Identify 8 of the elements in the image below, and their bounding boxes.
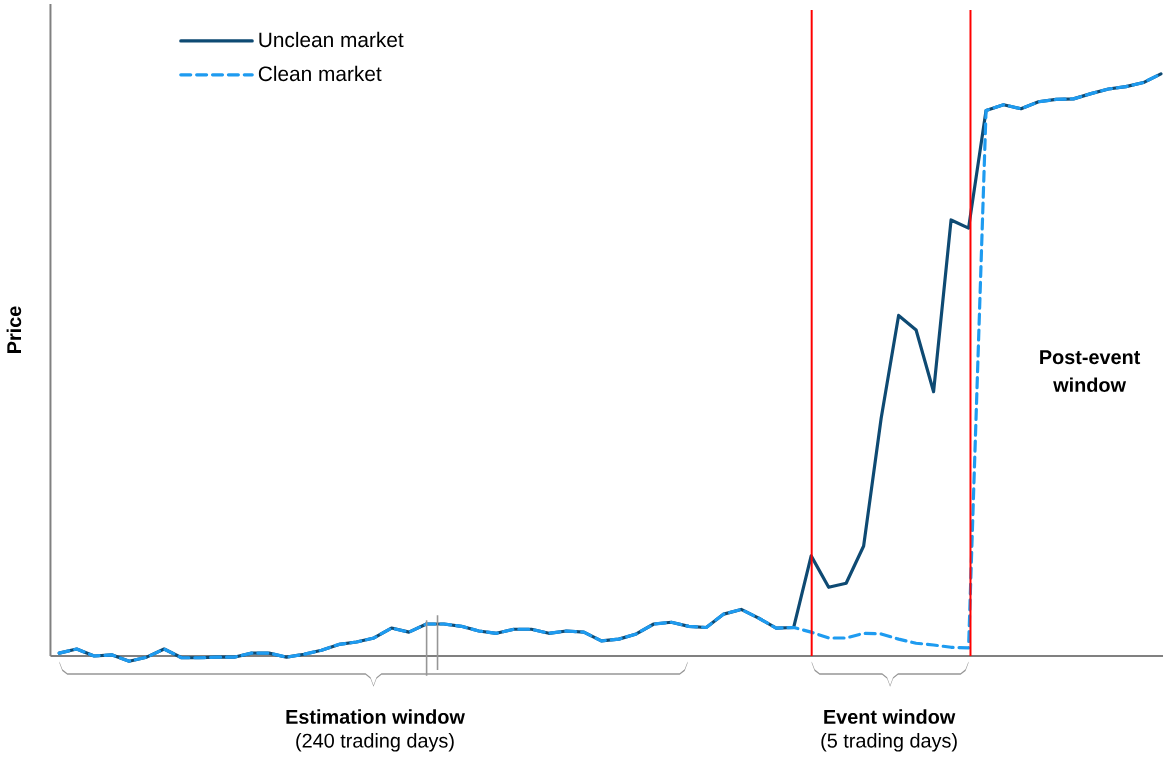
legend-label: Unclean market — [259, 31, 404, 48]
legend-label: Clean market — [258, 65, 382, 82]
text: (5 trading days) — [821, 733, 957, 752]
text: Event window — [824, 709, 956, 724]
text: Estimation window — [286, 709, 465, 724]
annotation: Post-event window — [1040, 350, 1141, 392]
y-axis-title: Price — [6, 306, 22, 353]
text: (240 trading days) — [296, 733, 454, 752]
